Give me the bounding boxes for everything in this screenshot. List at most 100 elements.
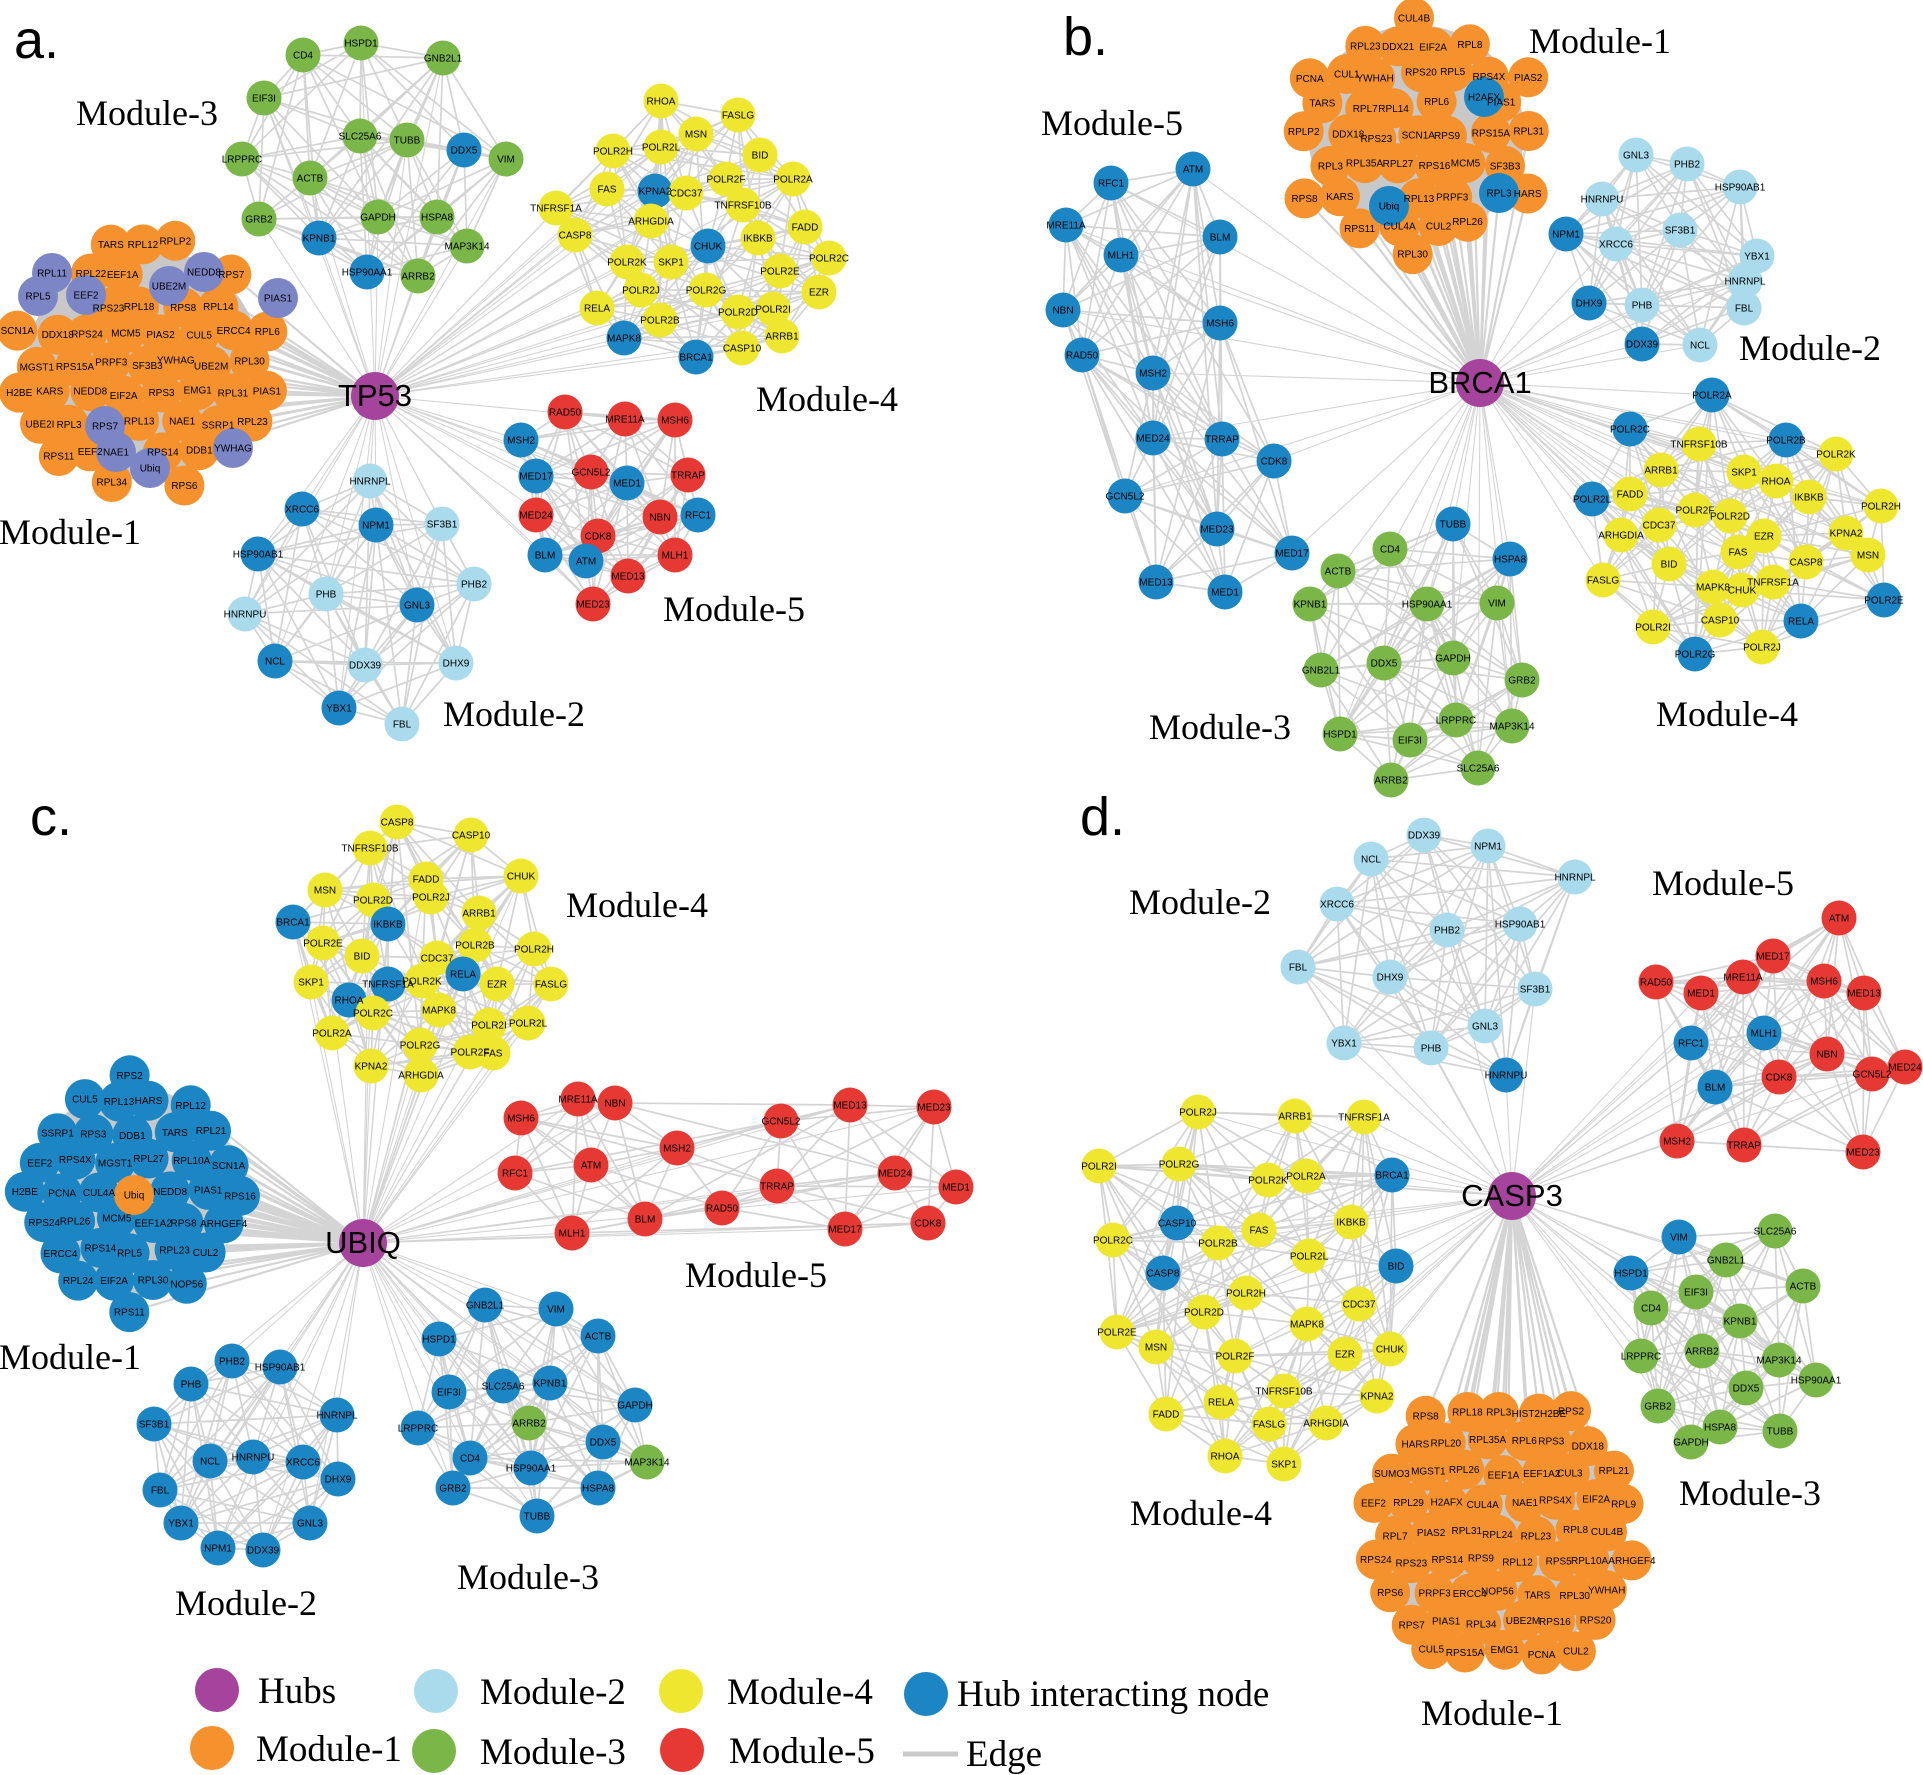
- svg-text:MRE11A: MRE11A: [1723, 973, 1763, 984]
- svg-text:CD4: CD4: [293, 51, 313, 62]
- svg-text:SKP1: SKP1: [1271, 1460, 1297, 1471]
- svg-text:DDX39: DDX39: [247, 1546, 280, 1557]
- svg-text:Ubiq: Ubiq: [124, 1191, 145, 1202]
- svg-text:PCNA: PCNA: [1528, 1650, 1556, 1661]
- svg-text:Module-2: Module-2: [480, 1672, 626, 1713]
- svg-text:POLR2J: POLR2J: [1743, 643, 1781, 654]
- svg-text:NEDD8: NEDD8: [187, 268, 221, 279]
- svg-text:RHOA: RHOA: [335, 996, 364, 1007]
- svg-text:CUL5: CUL5: [72, 1095, 98, 1106]
- svg-text:RPS2: RPS2: [117, 1071, 144, 1082]
- svg-text:RPS24: RPS24: [28, 1218, 60, 1229]
- svg-text:MED24: MED24: [1136, 434, 1170, 445]
- svg-text:POLR2I: POLR2I: [755, 305, 791, 316]
- svg-text:FBL: FBL: [151, 1486, 170, 1497]
- svg-text:KPNB1: KPNB1: [1724, 1317, 1757, 1328]
- svg-text:POLR2F: POLR2F: [451, 1048, 490, 1059]
- svg-text:POLR2G: POLR2G: [400, 1041, 441, 1052]
- svg-text:YBX1: YBX1: [168, 1519, 194, 1530]
- svg-text:FAS: FAS: [598, 185, 617, 196]
- svg-text:RPL27: RPL27: [1383, 159, 1414, 170]
- svg-text:SF3B1: SF3B1: [1520, 985, 1551, 996]
- svg-text:TUBB: TUBB: [1440, 520, 1467, 531]
- svg-text:NOP56: NOP56: [170, 1279, 203, 1290]
- svg-text:POLR2L: POLR2L: [1573, 495, 1612, 506]
- svg-text:PIAS1: PIAS1: [1487, 98, 1516, 109]
- svg-text:Hubs: Hubs: [258, 1671, 336, 1712]
- svg-text:HNRNPU: HNRNPU: [232, 1453, 275, 1464]
- svg-text:SF3B3: SF3B3: [1490, 161, 1521, 172]
- svg-text:RELA: RELA: [584, 304, 610, 315]
- svg-text:RPL26: RPL26: [60, 1217, 91, 1228]
- svg-text:PIAS1: PIAS1: [253, 386, 282, 397]
- svg-text:SUMO3: SUMO3: [1374, 1469, 1410, 1480]
- svg-text:XRCC6: XRCC6: [286, 1458, 320, 1469]
- svg-text:GRB2: GRB2: [439, 1484, 467, 1495]
- svg-text:RPS16: RPS16: [224, 1191, 256, 1202]
- svg-text:EEF1A: EEF1A: [1488, 1471, 1520, 1482]
- svg-text:UBE2I: UBE2I: [26, 419, 55, 430]
- svg-text:Ubiq: Ubiq: [140, 464, 161, 475]
- svg-text:LRPPRC: LRPPRC: [222, 155, 263, 166]
- svg-text:ARRB2: ARRB2: [1374, 776, 1408, 787]
- svg-text:Module-2: Module-2: [1739, 328, 1881, 368]
- svg-text:KPNA2: KPNA2: [1361, 1392, 1394, 1403]
- svg-text:Edge: Edge: [966, 1734, 1042, 1775]
- svg-text:RPL35A: RPL35A: [1346, 159, 1384, 170]
- svg-text:SLC25A6: SLC25A6: [482, 1382, 525, 1393]
- svg-text:SF3B1: SF3B1: [427, 520, 458, 531]
- svg-text:GNL3: GNL3: [297, 1519, 324, 1530]
- svg-text:DDX18: DDX18: [42, 330, 75, 341]
- svg-text:PIAS2: PIAS2: [1514, 73, 1543, 84]
- svg-text:POLR2B: POLR2B: [455, 941, 495, 952]
- svg-text:RPS11: RPS11: [1344, 224, 1375, 235]
- svg-text:HARS: HARS: [135, 1096, 163, 1107]
- svg-text:RPS2: RPS2: [1558, 1407, 1585, 1418]
- svg-text:POLR2D: POLR2D: [718, 308, 758, 319]
- svg-text:POLR2L: POLR2L: [1290, 1252, 1329, 1263]
- svg-text:POLR2C: POLR2C: [1093, 1236, 1133, 1247]
- svg-text:SLC25A6: SLC25A6: [339, 132, 382, 143]
- svg-text:PIAS1: PIAS1: [264, 294, 293, 305]
- svg-text:a.: a.: [14, 10, 59, 70]
- svg-text:RFC1: RFC1: [502, 1169, 529, 1180]
- svg-text:TNFRSF10B: TNFRSF10B: [1255, 1387, 1313, 1398]
- svg-text:RPS8: RPS8: [1291, 194, 1318, 205]
- svg-text:DHX9: DHX9: [1377, 973, 1404, 984]
- svg-text:SSRP1: SSRP1: [202, 421, 235, 432]
- svg-text:RPS15A: RPS15A: [1472, 129, 1511, 140]
- svg-text:MSN: MSN: [1145, 1343, 1167, 1354]
- svg-text:CUL4A: CUL4A: [1467, 1500, 1500, 1511]
- svg-text:TUBB: TUBB: [524, 1512, 551, 1523]
- svg-text:BRCA1: BRCA1: [679, 353, 713, 364]
- svg-text:TARS: TARS: [1524, 1591, 1550, 1602]
- svg-text:POLR2A: POLR2A: [773, 175, 813, 186]
- svg-text:NBN: NBN: [1816, 1050, 1837, 1061]
- svg-text:Module-1: Module-1: [0, 512, 141, 552]
- svg-text:RPS20: RPS20: [1580, 1615, 1612, 1626]
- svg-text:FADD: FADD: [1617, 490, 1644, 501]
- svg-text:RPL24: RPL24: [1482, 1530, 1513, 1541]
- svg-text:CASP8: CASP8: [1790, 558, 1823, 569]
- svg-text:POLR2J: POLR2J: [622, 286, 660, 297]
- svg-text:ARHGDIA: ARHGDIA: [1303, 1419, 1349, 1430]
- svg-text:MRE11A: MRE11A: [1046, 221, 1086, 232]
- svg-text:NPM1: NPM1: [362, 521, 390, 532]
- svg-text:CHUK: CHUK: [694, 242, 723, 253]
- svg-text:RPL30: RPL30: [1397, 250, 1428, 261]
- svg-text:POLR2H: POLR2H: [514, 945, 554, 956]
- svg-text:DDX18: DDX18: [1332, 130, 1365, 141]
- svg-text:MSH6: MSH6: [1810, 977, 1838, 988]
- svg-text:POLR2B: POLR2B: [1198, 1239, 1238, 1250]
- svg-text:POLR2H: POLR2H: [1226, 1289, 1266, 1300]
- svg-text:DDB1: DDB1: [186, 446, 213, 457]
- svg-text:EMG1: EMG1: [184, 386, 213, 397]
- svg-text:FASLG: FASLG: [1587, 576, 1619, 587]
- svg-text:NPM1: NPM1: [1474, 842, 1502, 853]
- svg-text:MSH2: MSH2: [1139, 369, 1167, 380]
- svg-text:Module-5: Module-5: [685, 1255, 827, 1295]
- svg-text:Module-1: Module-1: [1529, 21, 1671, 61]
- svg-text:RPL21: RPL21: [1599, 1466, 1630, 1477]
- svg-text:MLH1: MLH1: [1751, 1029, 1778, 1040]
- svg-text:NCL: NCL: [265, 657, 285, 668]
